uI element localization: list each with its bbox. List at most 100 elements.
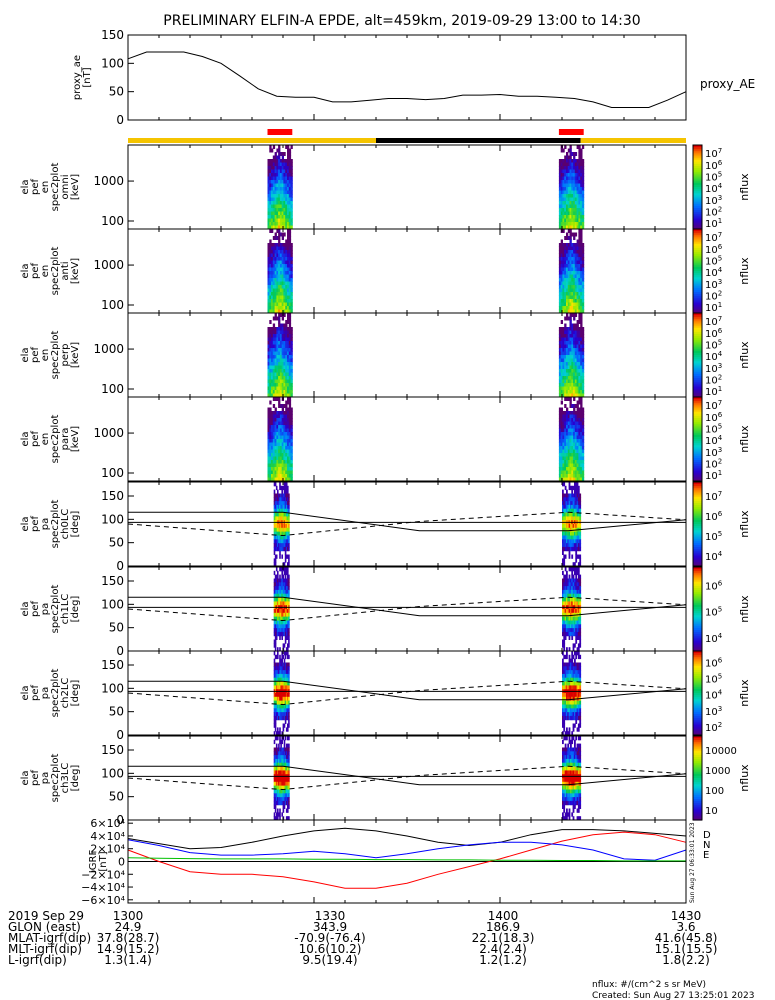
pa-ch1-cell (275, 620, 278, 625)
spec-para-cell (279, 404, 283, 408)
spec-omni-colorbar-swatch (693, 180, 702, 184)
spec-perp-cell (562, 351, 565, 356)
spec-para-cell (274, 463, 277, 468)
spec-perp-cell (581, 351, 585, 356)
spec-perp-cell (271, 376, 274, 380)
spec-omni-cell (564, 201, 567, 205)
pa-ch3-cell (282, 778, 285, 783)
spec-perp-cell (271, 393, 274, 398)
spec-perp-cell (276, 358, 279, 363)
pa-ch0-cell (572, 539, 575, 544)
spec-omni-cell (274, 169, 277, 174)
pa-ch1-colorbar-swatch (693, 581, 702, 585)
spec-anti-cell (571, 264, 574, 268)
pa-ch0-cell (273, 535, 276, 540)
pa-ch0-cell (576, 546, 579, 552)
spec-omni-cell (573, 194, 576, 198)
spec-para-cell (278, 400, 281, 405)
spec-para-cell (573, 421, 576, 426)
pa-ch2-cell (279, 727, 281, 732)
pa-ch2-cell (283, 658, 286, 663)
pa-ch1-cell (566, 597, 568, 602)
pa-ch1-cell (572, 597, 575, 602)
pa-ch2-cell (277, 677, 279, 682)
spec-omni-cell (287, 218, 290, 223)
pa-ch1-cell (279, 601, 281, 606)
pa-ch2-cell (567, 708, 570, 713)
spec-anti-cell (271, 299, 274, 303)
pa-ch0-cell (285, 512, 288, 517)
spec-perp-cell (278, 386, 281, 391)
spec-omni-cell (283, 166, 286, 170)
spec-para-cell (560, 400, 563, 405)
zone-segment (580, 138, 686, 143)
spec-perp-cell (560, 334, 563, 338)
spec-perp-cell (269, 393, 272, 398)
spec-perp-colorbar-swatch (693, 348, 702, 352)
spec-omni-cell (281, 208, 284, 212)
spec-omni-cell (283, 204, 286, 209)
spec-perp-cell (571, 390, 574, 394)
pa-ch1-cell (283, 601, 286, 606)
spec-perp-cell (569, 362, 572, 366)
spec-omni-cell (288, 187, 292, 191)
spec-omni-cell (581, 215, 585, 219)
spec-perp-cell (274, 362, 277, 366)
pa-ch1-cell (562, 620, 564, 625)
spec-anti-cell (564, 246, 567, 251)
pa-ch0-cell (285, 497, 288, 502)
pa-ch2-cell (566, 715, 568, 721)
pa-ch2-cell (579, 662, 582, 667)
pa-ch0-cell (277, 543, 279, 548)
spec-para-cell (560, 411, 563, 415)
spec-anti-cell (290, 302, 293, 307)
pa-ch0-cell (567, 512, 570, 517)
spec-anti-cell (573, 295, 576, 300)
pa-ch2-cell (563, 654, 566, 660)
spec-perp-cell (278, 358, 281, 363)
pa-ch2-colorbar-swatch (693, 651, 702, 654)
pa-ch0-cell (273, 508, 276, 513)
spec-perp-cell (267, 330, 270, 335)
spec-para-cell (269, 460, 272, 464)
spec-perp-cell (580, 365, 583, 370)
spec-anti-cell (276, 306, 279, 310)
spec-perp-cell (269, 327, 272, 331)
pa-ch2-cell (574, 708, 576, 713)
spec-anti-cell (283, 267, 286, 272)
pa-ch3-cell (283, 797, 286, 802)
spec-perp-cell (576, 358, 579, 363)
spec-para-colorbar-label-text: nflux (738, 425, 751, 453)
pa-ch2-cell (273, 685, 276, 690)
spec-para-cell (288, 442, 292, 447)
spec-anti-cell (290, 281, 293, 286)
spec-perp-cell (558, 365, 562, 370)
spec-omni-cell (580, 211, 583, 216)
pa-ch3-cell (281, 770, 283, 775)
spec-para-colorbar-swatch (693, 449, 702, 453)
spec-perp-colorbar-swatch (693, 355, 702, 358)
pa-ch0-colorbar-swatch (693, 540, 702, 544)
pa-ch0-cell (274, 539, 277, 544)
spec-anti-cell (566, 243, 569, 247)
spec-para-cell (571, 421, 574, 426)
spec-omni-cell (573, 211, 576, 216)
pa-ch2-cell (566, 654, 568, 660)
spec-para-cell (580, 432, 583, 436)
spec-anti-cell (287, 243, 290, 247)
spec-perp-colorbar-swatch (693, 390, 702, 394)
spec-perp-cell (566, 341, 569, 345)
pa-ch1-cell (563, 624, 566, 629)
pa-ch2-cell (278, 670, 280, 675)
spec-perp-cell (283, 369, 286, 373)
pa-ch0-cell (284, 527, 287, 533)
spec-omni-cell (281, 218, 284, 223)
pa-ch0-cell (571, 554, 574, 559)
pa-ch2-cell (282, 673, 285, 679)
spec-anti-cell (580, 239, 583, 244)
spec-perp-cell (566, 369, 569, 373)
spec-omni-cell (560, 162, 563, 167)
spec-anti-cell (580, 299, 583, 303)
pa-ch0-colorbar-swatch (693, 486, 702, 489)
spec-para-cell (274, 456, 277, 461)
